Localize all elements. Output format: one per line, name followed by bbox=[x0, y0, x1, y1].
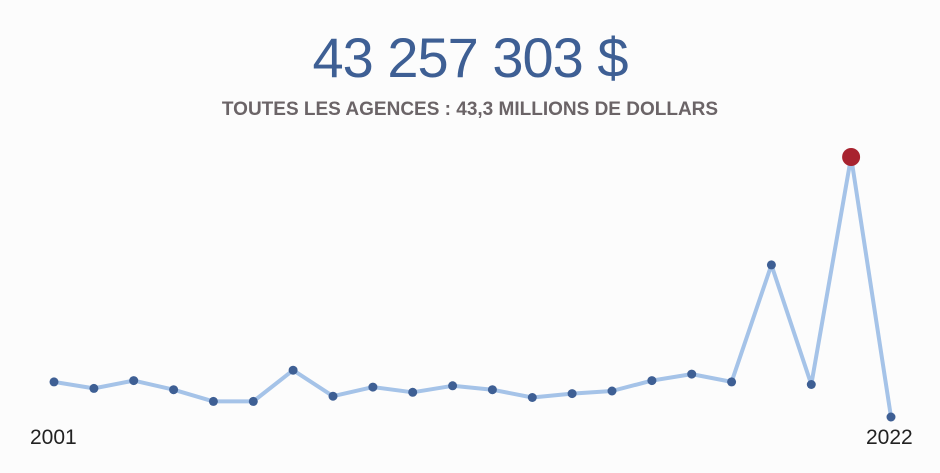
data-point-2002[interactable] bbox=[89, 383, 99, 393]
data-point-2001[interactable] bbox=[49, 377, 59, 387]
data-point-2006[interactable] bbox=[248, 396, 258, 406]
chart-subtitle: TOUTES LES AGENCES : 43,3 MILLIONS DE DO… bbox=[221, 99, 719, 120]
data-point-2018[interactable] bbox=[727, 377, 737, 387]
data-point-2008[interactable] bbox=[328, 391, 338, 401]
series-line-layer bbox=[52, 155, 893, 419]
x-axis-start-label: 2001 bbox=[30, 426, 77, 449]
data-point-2007[interactable] bbox=[288, 365, 298, 375]
data-point-2004[interactable] bbox=[169, 385, 179, 395]
data-point-2014[interactable] bbox=[567, 389, 577, 399]
data-point-2016[interactable] bbox=[647, 376, 657, 386]
x-axis-end-label: 2022 bbox=[866, 426, 913, 449]
series-line bbox=[52, 155, 893, 419]
highlight-point-2021[interactable] bbox=[842, 148, 861, 166]
data-point-2005[interactable] bbox=[208, 396, 218, 406]
data-point-2011[interactable] bbox=[448, 381, 458, 391]
data-point-2010[interactable] bbox=[408, 387, 418, 397]
data-point-2009[interactable] bbox=[368, 382, 378, 392]
data-point-2015[interactable] bbox=[607, 386, 617, 396]
data-point-2017[interactable] bbox=[687, 369, 697, 379]
data-point-2019[interactable] bbox=[766, 260, 776, 270]
data-point-2022[interactable] bbox=[886, 412, 896, 422]
data-point-2020[interactable] bbox=[806, 380, 816, 389]
data-point-2012[interactable] bbox=[487, 385, 497, 395]
data-point-2013[interactable] bbox=[527, 393, 537, 402]
series-points-layer bbox=[49, 148, 896, 422]
total-amount: 43 257 303 $ bbox=[312, 26, 629, 89]
data-point-2003[interactable] bbox=[129, 376, 139, 386]
